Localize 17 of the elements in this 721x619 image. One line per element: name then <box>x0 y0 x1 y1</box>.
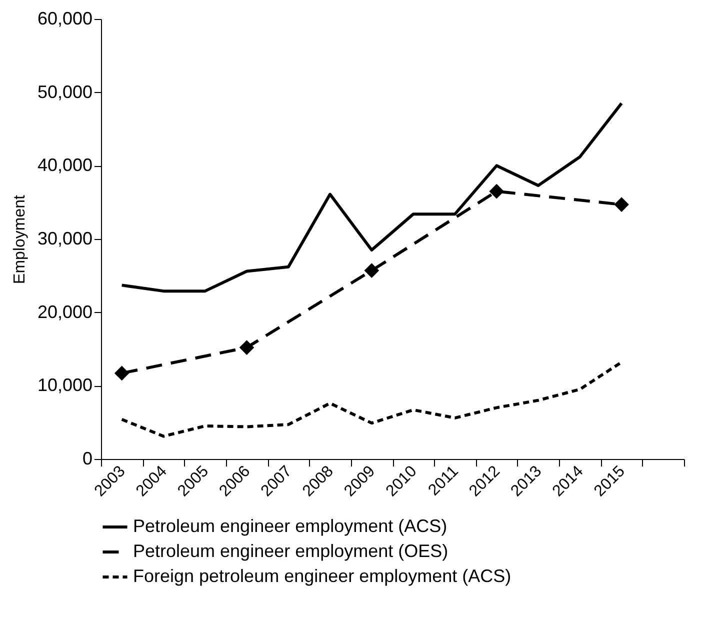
y-tick-label: 40,000 <box>37 155 92 176</box>
y-tick-label: 50,000 <box>37 82 92 102</box>
y-tick-label: 10,000 <box>37 375 92 396</box>
legend-label: Petroleum engineer employment (OES) <box>133 541 448 561</box>
point <box>364 263 380 278</box>
y-tick-label: 20,000 <box>37 302 92 322</box>
point <box>489 184 504 199</box>
y-tick-label: 30,000 <box>37 228 92 248</box>
point <box>114 366 130 381</box>
point <box>614 197 629 212</box>
y-tick-label: 0 <box>82 448 92 468</box>
line-series <box>120 360 624 438</box>
legend-label: Petroleum engineer employment (ACS) <box>133 516 448 536</box>
point <box>239 340 254 355</box>
legend-label: Foreign petroleum engineer employment (ACS) <box>133 566 512 586</box>
y-tick-label: 60,000 <box>37 8 92 28</box>
y-axis-title: Employment <box>11 194 28 284</box>
